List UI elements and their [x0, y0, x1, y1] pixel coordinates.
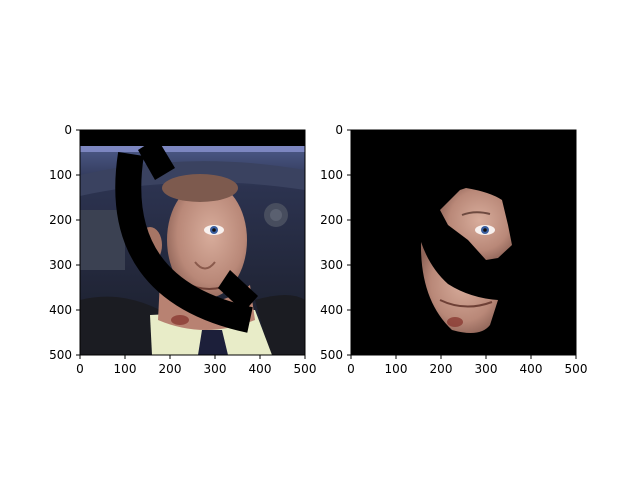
- left-y-tick-label: 300: [49, 258, 72, 272]
- right-y-tick-label: 300: [320, 258, 343, 272]
- right-y-tick-label: 200: [320, 213, 343, 227]
- right-y-tick-label: 100: [320, 168, 343, 182]
- right-y-tick-label: 500: [320, 348, 343, 362]
- left-x-tick-label: 100: [114, 362, 137, 376]
- right-x-tick-label: 100: [385, 362, 408, 376]
- right-x-tick-label: 200: [430, 362, 453, 376]
- occlusion-arc: [115, 152, 253, 333]
- left-x-tick-label: 500: [294, 362, 317, 376]
- axes-left: 0 100 200 300 400 500 0 100 200 300 400 500: [49, 123, 316, 376]
- left-y-tick-label: 400: [49, 303, 72, 317]
- right-x-tick-label: 0: [347, 362, 355, 376]
- right-x-ticks: 0 100 200 300 400 500: [347, 355, 587, 376]
- left-x-tick-label: 400: [249, 362, 272, 376]
- face-region: [440, 188, 512, 260]
- left-axes-frame: [79, 129, 306, 356]
- right-x-tick-label: 500: [565, 362, 588, 376]
- left-y-tick-label: 0: [64, 123, 72, 137]
- right-y-ticks: 0 100 200 300 400 500: [320, 123, 351, 362]
- left-y-tick-label: 500: [49, 348, 72, 362]
- left-y-tick-label: 100: [49, 168, 72, 182]
- right-x-tick-label: 400: [520, 362, 543, 376]
- left-y-tick-label: 200: [49, 213, 72, 227]
- right-axes-frame: [350, 129, 577, 356]
- left-y-ticks: 0 100 200 300 400 500: [49, 123, 80, 362]
- right-face-segmentation: [351, 130, 576, 355]
- left-x-ticks: 0 100 200 300 400 500: [76, 355, 316, 376]
- axes-right: 0 100 200 300 400 500 0 100 200 300 400 500: [320, 123, 587, 376]
- right-y-tick-label: 0: [335, 123, 343, 137]
- left-x-tick-label: 200: [159, 362, 182, 376]
- right-x-tick-label: 300: [475, 362, 498, 376]
- right-y-tick-label: 400: [320, 303, 343, 317]
- left-photo-masked: [80, 130, 305, 355]
- left-x-tick-label: 0: [76, 362, 84, 376]
- left-x-tick-label: 300: [204, 362, 227, 376]
